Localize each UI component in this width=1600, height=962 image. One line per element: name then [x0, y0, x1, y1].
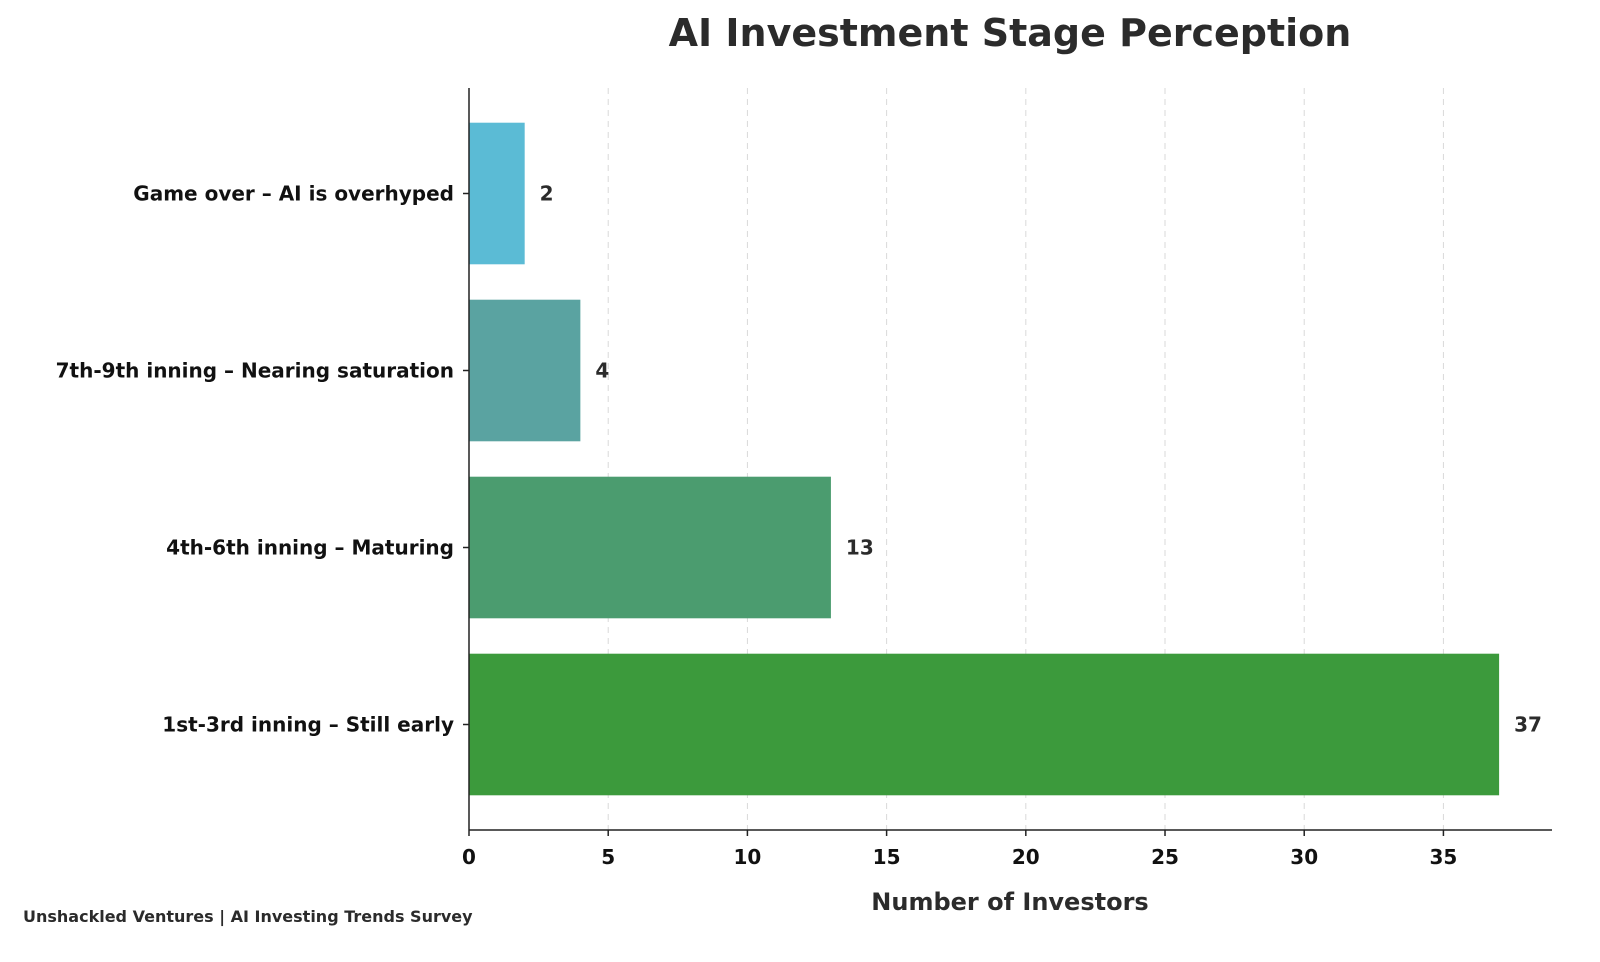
- x-tick-label: 30: [1290, 845, 1318, 869]
- category-label: 1st-3rd inning – Still early: [162, 713, 454, 737]
- category-label: Game over – AI is overhyped: [133, 182, 454, 206]
- x-tick-label: 25: [1151, 845, 1179, 869]
- data-label: 4: [595, 359, 609, 383]
- category-label: 4th-6th inning – Maturing: [166, 536, 454, 560]
- x-tick-label: 35: [1429, 845, 1457, 869]
- x-tick-label: 0: [462, 845, 476, 869]
- x-tick-label: 20: [1012, 845, 1040, 869]
- category-label: 7th-9th inning – Nearing saturation: [56, 359, 454, 383]
- x-axis-label: Number of Investors: [871, 888, 1148, 916]
- bar: [469, 654, 1499, 796]
- chart-title: AI Investment Stage Perception: [669, 11, 1352, 55]
- x-tick-label: 10: [733, 845, 761, 869]
- x-axis-ticks: 0 5 10 15 20 25 30 35: [462, 830, 1457, 869]
- x-tick-label: 15: [873, 845, 901, 869]
- bar: [469, 477, 831, 619]
- source-note: Unshackled Ventures | AI Investing Trend…: [23, 907, 473, 927]
- bar: [469, 123, 525, 265]
- data-label: 2: [540, 182, 554, 206]
- data-label: 13: [846, 536, 874, 560]
- category-labels: 1st-3rd inning – Still early 4th-6th inni…: [56, 182, 469, 737]
- bar: [469, 300, 580, 442]
- value-labels: 37 13 4 2: [540, 182, 1542, 737]
- data-label: 37: [1514, 713, 1542, 737]
- bars: [469, 123, 1499, 796]
- x-tick-label: 5: [601, 845, 615, 869]
